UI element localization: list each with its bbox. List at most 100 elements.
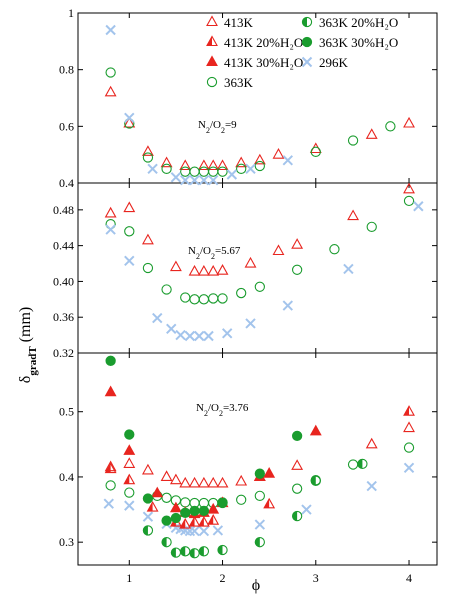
data-point	[160, 156, 173, 168]
data-point	[161, 284, 172, 295]
data-point	[403, 182, 415, 194]
y-tick-label: 0.3	[59, 535, 74, 549]
data-point	[221, 328, 233, 339]
data-point	[151, 486, 164, 498]
data-point	[188, 476, 201, 488]
x-tick-label: 2	[220, 571, 226, 585]
data-point	[179, 517, 192, 529]
data-point	[169, 501, 182, 513]
legend-label: 363K 20%H₂O	[319, 15, 398, 30]
data-point	[212, 525, 224, 536]
data-point	[180, 166, 191, 177]
data-point	[198, 174, 210, 186]
data-point	[245, 318, 256, 329]
data-point	[169, 260, 182, 272]
x-tick-label: 1	[126, 571, 132, 585]
legend-marker	[206, 35, 218, 47]
y-tick-label: 0.44	[53, 239, 74, 253]
series-top-296K	[105, 24, 294, 186]
data-point	[217, 544, 228, 556]
data-point	[385, 121, 396, 132]
data-point	[309, 142, 322, 154]
data-point	[146, 500, 159, 512]
data-point	[142, 463, 154, 475]
data-point	[282, 155, 294, 166]
data-point	[216, 159, 229, 171]
data-point	[103, 498, 114, 509]
data-point	[198, 166, 210, 177]
data-point	[105, 224, 116, 235]
data-point	[104, 462, 117, 474]
data-point	[291, 238, 304, 249]
data-marks	[103, 24, 424, 559]
data-point	[235, 474, 248, 486]
legend-entry: 413K	[206, 15, 254, 30]
data-point	[180, 292, 191, 303]
data-point	[170, 172, 182, 183]
data-point	[216, 264, 229, 275]
data-point	[366, 221, 377, 232]
data-point	[217, 293, 228, 304]
y-tick-label: 0.32	[53, 346, 74, 360]
data-point	[254, 490, 265, 502]
data-point	[403, 421, 415, 433]
data-point	[198, 546, 210, 557]
data-point	[197, 159, 210, 171]
data-point	[347, 135, 359, 146]
data-point	[189, 525, 200, 537]
data-point	[188, 264, 201, 276]
data-point	[263, 497, 276, 509]
data-point	[197, 264, 210, 276]
axis-ticks: 0.4 0.6 0.8 1 0.32 0.36 0.40 0.44 0.48 0.3 0.4 0.5 1…	[53, 6, 437, 585]
data-point	[161, 515, 172, 526]
data-point	[142, 152, 154, 163]
data-point	[197, 476, 210, 488]
data-point	[310, 146, 321, 157]
legend-label: 296K	[319, 55, 349, 70]
y-tick-label: 0.6	[59, 119, 74, 133]
data-point	[357, 458, 368, 470]
legend-entry: 363K 30%H₂O	[301, 35, 398, 50]
data-point	[123, 444, 136, 455]
data-point	[207, 476, 220, 488]
data-point	[161, 492, 172, 503]
data-point	[180, 507, 191, 518]
data-point	[217, 497, 228, 509]
data-point	[203, 330, 214, 342]
data-point	[179, 476, 192, 488]
data-point	[365, 437, 378, 449]
legend-entry: 363K 20%H₂O	[301, 15, 398, 30]
data-point	[403, 462, 415, 474]
data-point	[142, 262, 154, 274]
data-point	[124, 112, 135, 124]
y-tick-label: 0.48	[53, 203, 74, 217]
data-point	[236, 287, 247, 299]
x-tick-label: 3	[313, 571, 319, 585]
data-point	[189, 166, 200, 177]
data-point	[142, 493, 154, 504]
data-point	[366, 480, 377, 492]
x-tick-label: 4	[406, 571, 412, 585]
data-point	[142, 233, 154, 245]
data-point	[216, 476, 229, 488]
legend-marker	[206, 55, 218, 67]
data-point	[207, 502, 220, 514]
y-tick-label: 0.8	[59, 63, 74, 77]
data-point	[235, 156, 248, 168]
data-point	[403, 405, 415, 416]
data-point	[188, 515, 201, 527]
data-point	[142, 145, 154, 156]
data-point	[105, 67, 116, 78]
data-point	[403, 195, 415, 207]
legend-entry: 363K	[206, 75, 254, 90]
legend-label: 413K	[224, 15, 254, 30]
legend-marker	[301, 16, 313, 28]
data-point	[161, 163, 172, 174]
series-top-413K	[104, 85, 415, 171]
data-point	[189, 505, 200, 517]
y-tick-label: 0.40	[53, 274, 74, 288]
legend-label: 413K 30%H₂O	[224, 55, 303, 70]
data-point	[403, 116, 415, 128]
data-point	[124, 429, 135, 440]
